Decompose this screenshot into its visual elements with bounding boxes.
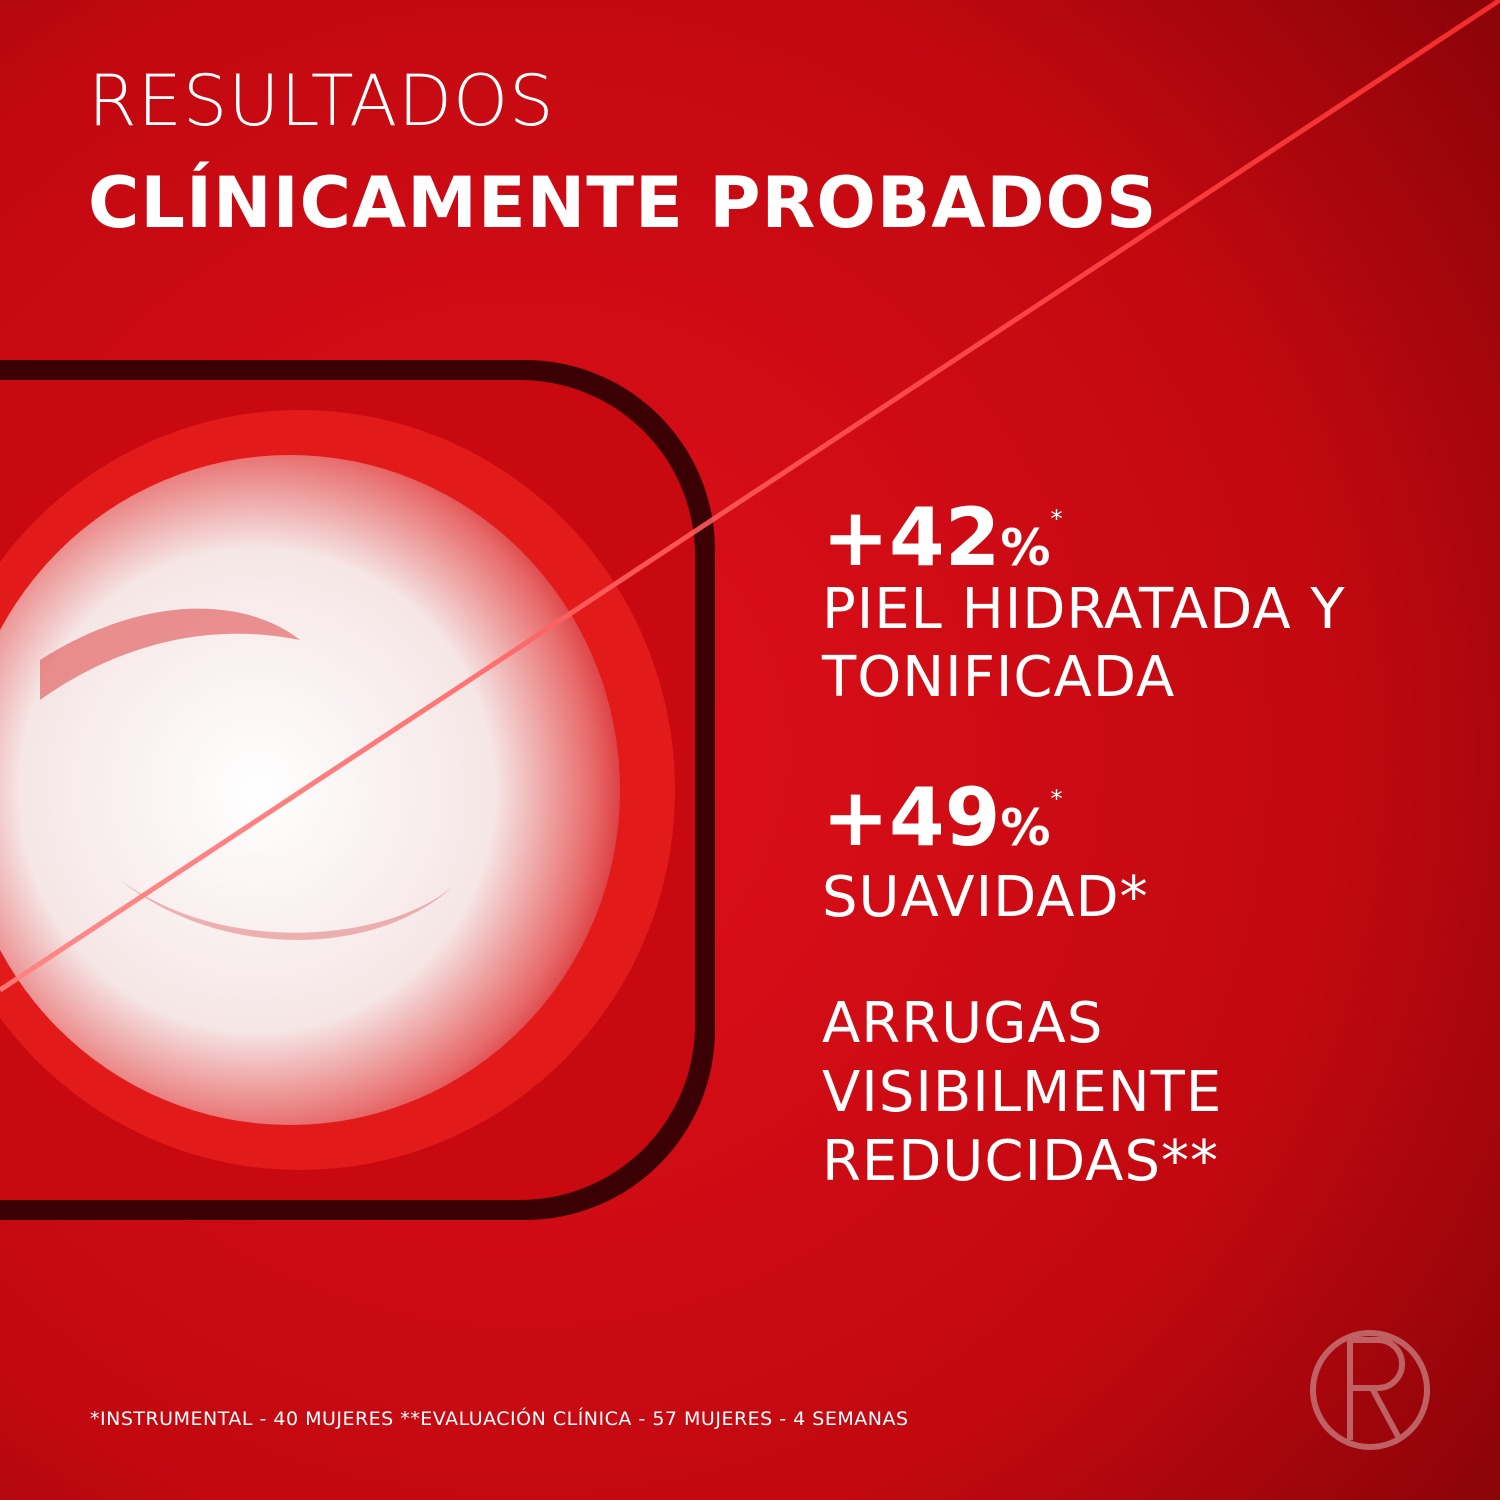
claim-text: ARRUGAS (822, 991, 1104, 1056)
claim-text: TONIFICADA (822, 645, 1176, 710)
title: CLÍNICAMENTE PROBADOS (88, 162, 1158, 244)
stat-unit: % (1000, 799, 1051, 857)
logo (1310, 1330, 1430, 1450)
stat-value: +42 (822, 491, 1001, 584)
stat: +42%* (822, 498, 1062, 578)
claim-text: PIEL HIDRATADA Y (822, 577, 1346, 642)
stat-note: * (1050, 505, 1063, 533)
footnote: *INSTRUMENTAL - 40 MUJERES **EVALUACIÓN … (90, 1408, 909, 1430)
laser-line (0, 0, 1500, 993)
title: RESULTADOS (88, 60, 555, 142)
stat-value: +49 (822, 771, 1001, 864)
claim-text: VISIBILMENTE (822, 1060, 1223, 1125)
stat-note: * (1050, 785, 1063, 813)
stat-unit: % (1000, 519, 1051, 577)
claim-text: REDUCIDAS** (822, 1129, 1220, 1194)
claim-text: SUAVIDAD* (822, 865, 1149, 930)
stat: +49%* (822, 778, 1062, 858)
